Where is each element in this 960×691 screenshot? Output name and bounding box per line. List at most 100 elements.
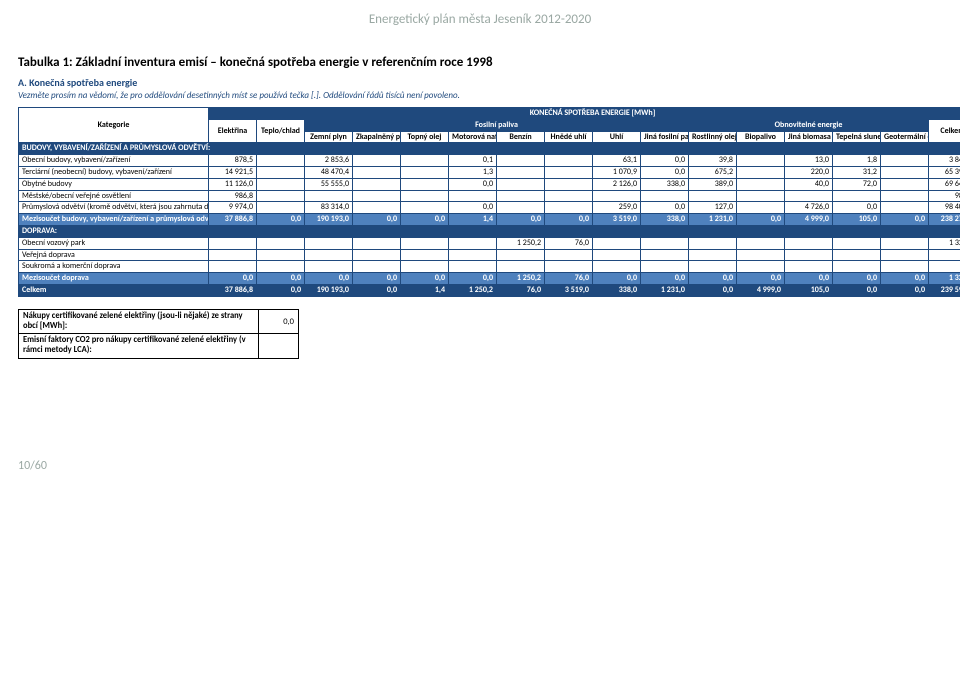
cell [593,249,641,261]
cell: 4 726,0 [785,202,833,214]
row-label: Soukromá a komerční doprava [19,261,209,273]
cell [497,249,545,261]
cell [497,166,545,178]
cell [545,178,593,190]
row-label: Obytné budovy [19,178,209,190]
footer-value-2 [259,334,299,359]
cell: 55 555,0 [305,178,353,190]
cell: 0,0 [641,202,689,214]
cell: 3 519,0 [593,214,641,226]
footer-label-1: Nákupy certifikované zelené elektřiny (j… [19,309,259,334]
cell [545,261,593,273]
table-caption: Tabulka 1: Základní inventura emisí – ko… [18,55,942,70]
cell: 76,0 [545,237,593,249]
cell: 65 390,6 [929,166,960,178]
cell [545,155,593,167]
cell: 0,0 [881,284,929,296]
cell: 63,1 [593,155,641,167]
cell [257,237,305,249]
cell: 0,0 [833,273,881,285]
cell [737,190,785,202]
cell [401,190,449,202]
cell: 40,0 [785,178,833,190]
cell [257,178,305,190]
cell [593,261,641,273]
cell: 105,0 [833,214,881,226]
cell [641,261,689,273]
cell [401,166,449,178]
cell: 1 250,2 [497,273,545,285]
cell: 0,0 [353,214,401,226]
row-label: Mezisoučet doprava [19,273,209,285]
cell: 0,0 [641,155,689,167]
subtotal-budovy: Mezisoučet budovy, vybavení/zařízení a p… [19,214,960,226]
cell [737,261,785,273]
section-budovy-label: BUDOVY, VYBAVENÍ/ZAŘÍZENÍ A PRŮMYSLOVÁ O… [19,143,960,155]
cell [209,237,257,249]
cell [353,249,401,261]
cell: 9 974,0 [209,202,257,214]
cell [401,178,449,190]
cell [785,190,833,202]
cell: 0,0 [257,284,305,296]
row-label: Terciární (neobecní) budovy, vybavení/za… [19,166,209,178]
cell [257,155,305,167]
section-doprava: DOPRAVA: [19,225,960,237]
cell: 48 470,4 [305,166,353,178]
cell [881,249,929,261]
cell [257,166,305,178]
cell: 0,0 [689,284,737,296]
footer-value-1: 0,0 [259,309,299,334]
cell: 83 314,0 [305,202,353,214]
cell [881,261,929,273]
cell [785,237,833,249]
cell [833,237,881,249]
section-budovy: BUDOVY, VYBAVENÍ/ZAŘÍZENÍ A PRŮMYSLOVÁ O… [19,143,960,155]
cell [401,155,449,167]
page-number: 10/60 [18,459,942,473]
cell: 1,8 [833,155,881,167]
cell [641,190,689,202]
cell [545,166,593,178]
col-celkem: Celkem [929,119,960,143]
cell: 0,0 [737,214,785,226]
col-jina-biomasa: Jiná biomasa [785,131,833,143]
cell: 675,2 [689,166,737,178]
cell [449,261,497,273]
cell: 1 231,0 [689,214,737,226]
cell [305,249,353,261]
cell [305,190,353,202]
cell: 1 326,2 [929,273,960,285]
cell: 76,0 [545,273,593,285]
col-zkap: Zkapalněný plyn [353,131,401,143]
cell: 11 126,0 [209,178,257,190]
cell: 0,0 [209,273,257,285]
cell: 69 646,0 [929,178,960,190]
cell [353,166,401,178]
note-text: Vezměte prosím na vědomí, že pro oddělov… [18,90,942,101]
cell [305,261,353,273]
document-header: Energetický plán města Jeseník 2012-2020 [18,12,942,27]
cell: 4 999,0 [785,214,833,226]
cell [545,249,593,261]
table-row: Průmyslová odvětví (kromě odvětví, která… [19,202,960,214]
cell: 0,0 [833,284,881,296]
cell: 0,0 [833,202,881,214]
cell: 338,0 [593,284,641,296]
cell [881,166,929,178]
col-topny: Topný olej [401,131,449,143]
cell: 1,4 [449,214,497,226]
table-row: Obecní vozový park 1 250,2 76,0 1 326,2 [19,237,960,249]
col-teplo: Teplo/chlad [257,119,305,143]
cell: 259,0 [593,202,641,214]
cell [833,261,881,273]
subtotal-doprava: Mezisoučet doprava 0,0 0,0 0,0 0,0 0,0 0… [19,273,960,285]
cell [353,237,401,249]
cell: 1 250,2 [497,237,545,249]
cell [257,190,305,202]
section-heading: A. Konečná spotřeba energie [18,76,942,89]
cell: 3 519,0 [545,284,593,296]
cell: 13,0 [785,155,833,167]
cell: 0,1 [449,155,497,167]
cell: 1 326,2 [929,237,960,249]
